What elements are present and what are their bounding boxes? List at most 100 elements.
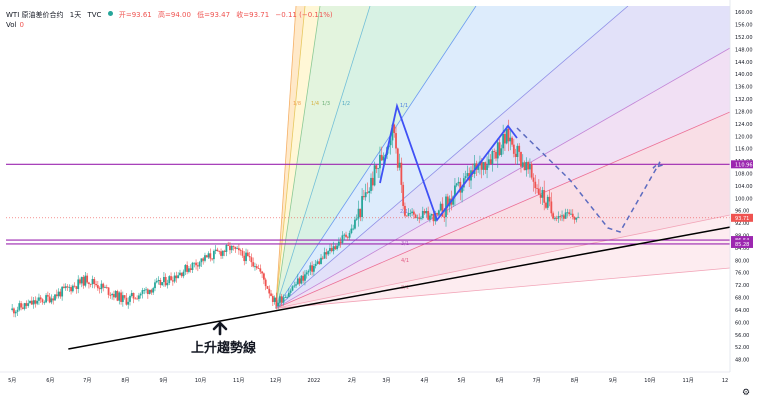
candle-body xyxy=(184,265,187,272)
annotation-label: 上升趨勢線 xyxy=(191,340,257,356)
candle-body xyxy=(16,309,19,312)
gann-fan[interactable] xyxy=(275,6,730,309)
candle-body xyxy=(304,274,306,281)
candle-body xyxy=(298,278,301,284)
candle-body xyxy=(484,162,487,170)
candle-body xyxy=(113,294,115,298)
y-axis-tick-label: 84.00 xyxy=(735,246,749,252)
candle-body xyxy=(473,163,476,174)
candle-body xyxy=(495,151,497,159)
candle-body xyxy=(277,302,280,307)
candle-body xyxy=(121,295,124,302)
candle-body xyxy=(504,133,506,144)
candle-body xyxy=(518,145,521,152)
candle-body xyxy=(291,286,294,291)
candle-body xyxy=(466,173,469,177)
candle-body xyxy=(213,250,215,260)
candle-body xyxy=(138,295,140,299)
candle-body xyxy=(120,292,122,302)
candle-body xyxy=(550,201,553,214)
candle-body xyxy=(237,248,240,251)
candle-body xyxy=(114,290,117,298)
x-axis-tick-label: 9月 xyxy=(160,378,168,384)
candle-body xyxy=(68,287,71,288)
candle-body xyxy=(148,289,151,294)
candle-body xyxy=(170,276,172,281)
candle-body xyxy=(241,250,244,256)
y-axis-tick-label: 136.00 xyxy=(735,85,753,91)
x-axis-tick-label: 3月 xyxy=(382,378,390,384)
candle-body xyxy=(273,297,276,302)
candle-body xyxy=(61,286,64,297)
candle-body xyxy=(132,292,135,299)
interval-label[interactable]: 1天 xyxy=(69,11,82,19)
candle-body xyxy=(548,196,551,202)
candle-body xyxy=(343,234,346,236)
up-arrow-icon xyxy=(212,321,228,336)
candle-body xyxy=(118,292,121,301)
candle-body xyxy=(50,298,53,303)
candle-body xyxy=(229,245,231,251)
candle-body xyxy=(455,183,458,186)
candle-body xyxy=(207,253,210,258)
candle-body xyxy=(393,124,396,134)
candle-body xyxy=(243,255,246,262)
candle-body xyxy=(30,300,33,305)
candle-body xyxy=(577,216,580,218)
volume-label: Vol xyxy=(6,21,17,29)
candle-body xyxy=(36,300,39,304)
candle-body xyxy=(282,297,285,303)
candle-body xyxy=(236,248,239,250)
candle-body xyxy=(320,257,322,264)
candle-body xyxy=(43,302,46,304)
candle-body xyxy=(568,212,571,215)
candle-body xyxy=(80,276,83,284)
gann-fan-line xyxy=(275,6,629,309)
candle-body xyxy=(414,214,417,218)
candle-body xyxy=(498,142,501,155)
candle-body xyxy=(155,281,158,283)
y-axis-tick-label: 124.00 xyxy=(735,122,753,128)
candle-body xyxy=(527,162,530,170)
candle-body xyxy=(454,185,456,197)
volume-legend: Vol 0 xyxy=(6,21,24,29)
x-axis-tick-label: 11月 xyxy=(233,378,244,384)
candle-body xyxy=(318,261,321,264)
x-axis-tick-label: 7月 xyxy=(83,378,91,384)
y-axis-tick-label: 92.00 xyxy=(735,221,749,227)
symbol-name[interactable]: WTI 原油差价合约 xyxy=(6,11,64,19)
candle-body xyxy=(23,303,26,309)
gann-fan-line xyxy=(275,111,730,309)
candle-body xyxy=(191,262,194,271)
candle-body xyxy=(146,289,149,294)
candle-body xyxy=(163,276,165,283)
candle-body xyxy=(341,235,344,243)
candle-body xyxy=(214,249,217,251)
candle-body xyxy=(86,275,89,283)
candle-body xyxy=(100,283,103,290)
settings-gear-icon[interactable]: ⚙ xyxy=(742,388,751,398)
candle-body xyxy=(296,278,299,285)
candle-body xyxy=(11,308,14,310)
candle-body xyxy=(516,145,519,157)
x-axis-tick-label: 2月 xyxy=(348,378,356,384)
candle-body xyxy=(173,275,176,282)
candle-body xyxy=(314,263,317,267)
candle-body xyxy=(125,297,128,305)
candle-body xyxy=(196,265,199,267)
candle-body xyxy=(561,215,563,217)
y-axis-tick-label: 152.00 xyxy=(735,35,753,41)
candle-body xyxy=(530,164,533,178)
candle-body xyxy=(91,278,94,285)
candle-body xyxy=(270,293,272,296)
candle-body xyxy=(375,165,378,169)
candle-body xyxy=(29,300,31,304)
candle-body xyxy=(93,278,96,284)
volume-value: 0 xyxy=(19,21,24,29)
gann-ratio-label: 2/1 xyxy=(400,209,408,215)
candle-body xyxy=(245,252,247,262)
candle-body xyxy=(102,283,105,288)
candle-body xyxy=(180,272,183,277)
